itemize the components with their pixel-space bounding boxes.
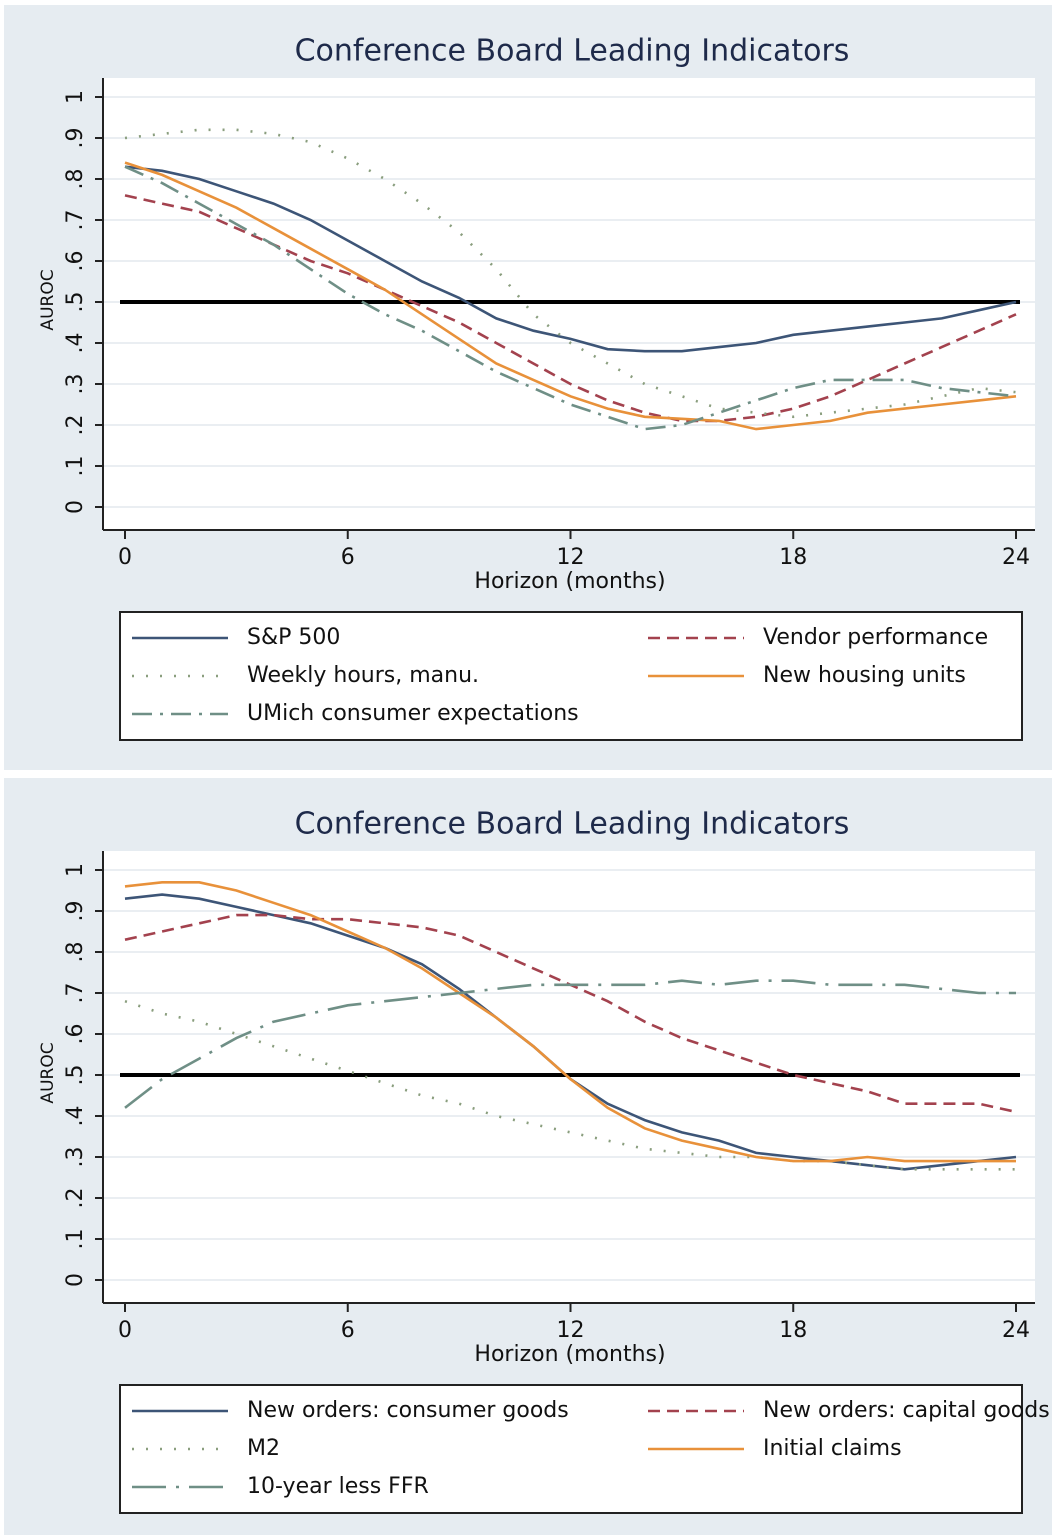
legend-label: New housing units	[763, 663, 966, 688]
legend-label: Weekly hours, manu.	[247, 663, 479, 688]
x-axis-title: Horizon (months)	[474, 569, 665, 594]
legend-label: New orders: capital goods	[763, 1398, 1050, 1423]
legend-box	[119, 1384, 1023, 1514]
legend-label: UMich consumer expectations	[247, 701, 579, 726]
y-tick-label: .9	[63, 901, 88, 922]
x-tick-label: 12	[557, 545, 585, 570]
legend-label: New orders: consumer goods	[247, 1398, 569, 1423]
series-line	[124, 165, 1017, 353]
legend-box	[119, 611, 1023, 741]
x-tick-label: 24	[1002, 1318, 1030, 1343]
x-tick-label: 18	[779, 1318, 807, 1343]
y-tick-label: 1	[63, 90, 88, 104]
y-tick-label: 0	[63, 1273, 88, 1287]
y-tick-label: .1	[63, 1229, 88, 1250]
x-tick-label: 6	[341, 1318, 355, 1343]
x-tick-label: 24	[1002, 545, 1030, 570]
y-tick-label: .1	[63, 456, 88, 477]
y-tick-label: .3	[63, 1147, 88, 1168]
series-line	[124, 999, 1016, 1171]
series-line	[124, 161, 1017, 431]
x-axis-title: Horizon (months)	[474, 1342, 665, 1367]
y-tick-label: .8	[63, 942, 88, 963]
series-line	[124, 979, 1016, 1109]
y-tick-label: 0	[63, 500, 88, 514]
y-tick-label: .5	[63, 1065, 88, 1086]
x-tick-label: 18	[779, 545, 807, 570]
y-tick-label: .6	[63, 251, 88, 272]
y-tick-label: .3	[63, 374, 88, 395]
legend-label: 10-year less FFR	[247, 1474, 429, 1499]
y-tick-label: .6	[63, 1024, 88, 1045]
y-tick-label: .4	[63, 1106, 88, 1127]
x-tick-label: 0	[118, 1318, 132, 1343]
y-axis-title: AUROC	[38, 1042, 58, 1103]
x-tick-label: 6	[341, 545, 355, 570]
x-tick-label: 12	[557, 1318, 585, 1343]
y-tick-label: .9	[63, 128, 88, 149]
series-line	[124, 165, 1017, 431]
y-axis-title: AUROC	[38, 269, 58, 330]
legend-label: Vendor performance	[763, 625, 988, 650]
chart-title: Conference Board Leading Indicators	[295, 34, 850, 69]
legend-label: Initial claims	[763, 1436, 902, 1461]
y-tick-label: .8	[63, 169, 88, 190]
legend-label: M2	[247, 1436, 280, 1461]
y-tick-label: .2	[63, 1188, 88, 1209]
x-tick-label: 0	[118, 545, 132, 570]
series-line	[124, 881, 1016, 1163]
chart-title: Conference Board Leading Indicators	[295, 807, 850, 842]
y-tick-label: .7	[63, 210, 88, 231]
series-line	[124, 128, 1017, 419]
legend-label: S&P 500	[247, 625, 340, 650]
y-tick-label: .4	[63, 333, 88, 354]
y-tick-label: .5	[63, 292, 88, 313]
y-tick-label: 1	[63, 863, 88, 877]
y-tick-label: .2	[63, 415, 88, 436]
y-tick-label: .7	[63, 983, 88, 1004]
